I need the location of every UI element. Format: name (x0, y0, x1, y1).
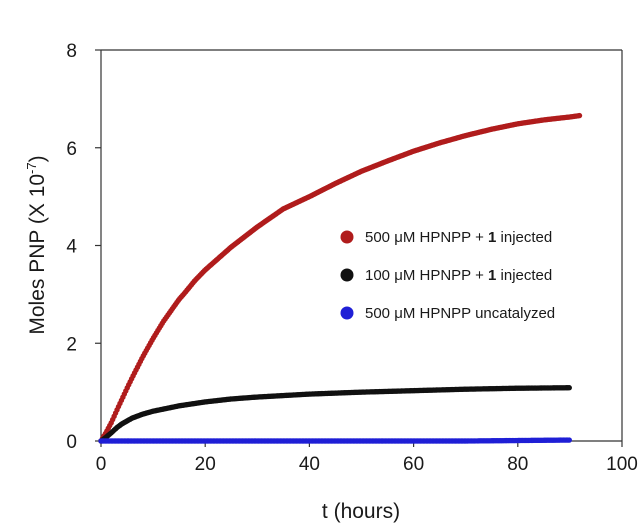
series-2 (98, 385, 572, 444)
x-tick-label: 40 (299, 454, 320, 475)
y-tick-label: 0 (66, 432, 77, 453)
y-axis-title: Moles PNP (X 10-7) (24, 155, 49, 334)
series-3-point (566, 437, 572, 443)
legend-label: 100 μM HPNPP + 1 injected (365, 267, 552, 284)
y-ticks: 0 2 4 6 8 (66, 41, 101, 453)
x-tick-label: 20 (195, 454, 216, 475)
x-tick-label: 100 (606, 454, 638, 475)
legend-item-2: 100 μM HPNPP + 1 injected (340, 267, 552, 284)
legend-marker (340, 268, 354, 282)
y-tick-label: 2 (66, 334, 77, 355)
legend: 500 μM HPNPP + 1 injected 100 μM HPNPP + … (340, 229, 555, 322)
series-3 (98, 437, 572, 444)
y-tick-label: 8 (66, 41, 77, 62)
legend-item-3: 500 μM HPNPP uncatalyzed (340, 305, 555, 322)
y-tick-label: 4 (66, 237, 77, 258)
x-axis-title: t (hours) (322, 500, 400, 523)
series-1 (98, 112, 583, 444)
legend-label: 500 μM HPNPP uncatalyzed (365, 305, 555, 322)
x-ticks: 0 20 40 60 80 100 (96, 441, 638, 475)
legend-marker (340, 230, 354, 244)
series-layer (98, 112, 583, 444)
x-tick-label: 80 (507, 454, 528, 475)
series-2-point (566, 385, 572, 391)
legend-marker (340, 306, 354, 320)
x-tick-label: 60 (403, 454, 424, 475)
y-axis-title-main: Moles PNP (X 10 (26, 174, 49, 335)
series-1-point (576, 112, 583, 119)
y-axis-title-end: ) (26, 155, 49, 162)
y-axis-title-sup: -7 (24, 162, 39, 174)
x-tick-label: 0 (96, 454, 107, 475)
y-tick-label: 6 (66, 139, 77, 160)
legend-item-1: 500 μM HPNPP + 1 injected (340, 229, 552, 246)
legend-label: 500 μM HPNPP + 1 injected (365, 229, 552, 246)
